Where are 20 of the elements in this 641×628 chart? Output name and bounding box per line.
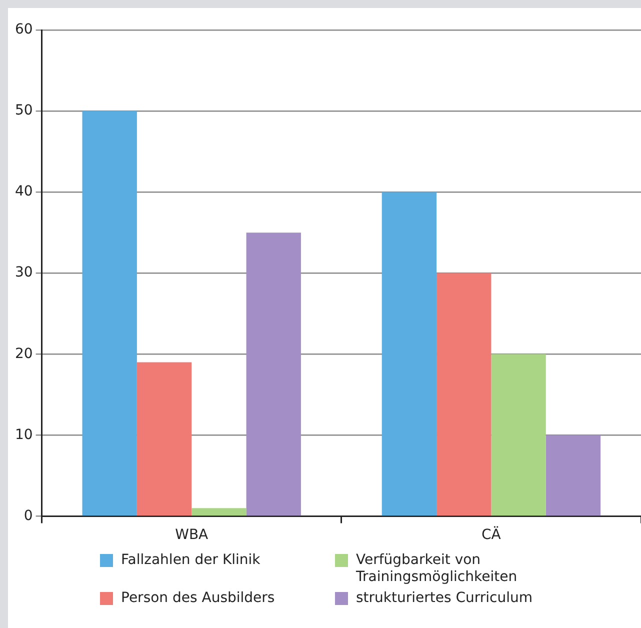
bar	[491, 354, 546, 516]
y-tick-label: 10	[14, 426, 33, 443]
bar	[546, 435, 601, 516]
bar	[82, 111, 137, 516]
y-tick-label: 30	[14, 264, 33, 281]
legend-label: Person des Ausbilders	[121, 590, 275, 607]
bar	[246, 232, 301, 516]
bar	[136, 362, 192, 516]
legend-label: Fallzahlen der Klinik	[121, 552, 260, 569]
x-tick-label: WBA	[175, 527, 209, 544]
x-tick-label: CÄ	[482, 526, 502, 544]
y-tick-label: 40	[14, 184, 33, 200]
y-tick-label: 20	[14, 346, 33, 362]
y-tick-label: 60	[14, 22, 33, 38]
bar	[382, 192, 437, 516]
legend-label: strukturiertes Curriculum	[356, 590, 533, 607]
bar	[192, 508, 246, 516]
bar	[436, 273, 492, 516]
y-tick-label: 0	[24, 508, 33, 524]
y-tick-label: 50	[14, 102, 33, 119]
